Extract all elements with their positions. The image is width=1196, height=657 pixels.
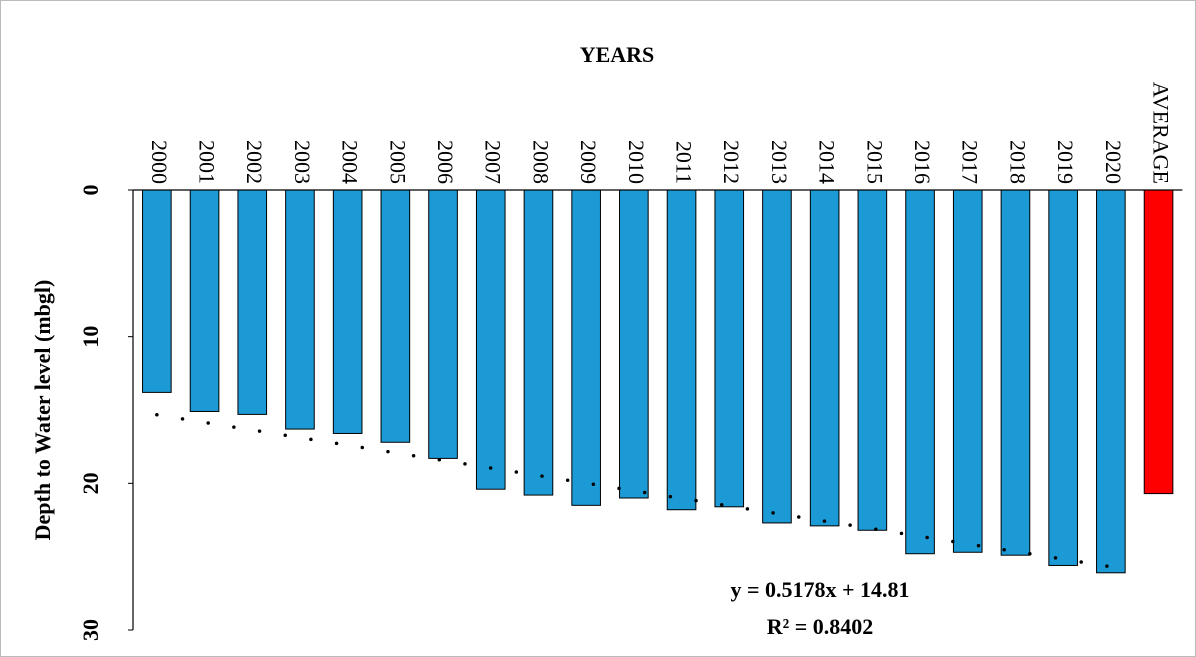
y-axis-title: Depth to Water level (mbgl) [30, 280, 55, 541]
bar [143, 190, 172, 392]
x-tick-label: 2003 [290, 140, 315, 184]
bar [667, 190, 696, 510]
y-tick-label: 20 [78, 472, 103, 494]
bar [286, 190, 315, 429]
bar [190, 190, 219, 411]
x-tick-label: 2001 [195, 140, 220, 184]
x-tick-label: 2016 [910, 140, 935, 184]
x-tick-label: 2018 [1005, 140, 1030, 184]
x-tick-label: 2004 [338, 140, 363, 184]
bar [429, 190, 458, 458]
bar [1144, 190, 1173, 494]
trend-equation: y = 0.5178x + 14.81 [730, 577, 909, 602]
x-tick-label: 2013 [767, 140, 792, 184]
x-tick-label: 2014 [815, 140, 840, 184]
bar [858, 190, 887, 530]
chart: YEARS Depth to Water level (mbgl) y = 0.… [0, 0, 1196, 657]
x-tick-label: 2012 [719, 140, 744, 184]
y-tick-label: 10 [78, 326, 103, 348]
bar [715, 190, 744, 507]
bar [1097, 190, 1126, 573]
x-tick-label: 2007 [481, 140, 506, 184]
bar [476, 190, 505, 489]
bar [953, 190, 982, 552]
x-tick-label: 2011 [672, 141, 697, 184]
x-tick-label: 2019 [1053, 140, 1078, 184]
x-tick-label: 2005 [385, 140, 410, 184]
bar [333, 190, 362, 433]
y-tick-label: 30 [78, 619, 103, 641]
x-tick-label: 2009 [576, 140, 601, 184]
x-tick-label: 2010 [624, 140, 649, 184]
bar [238, 190, 267, 414]
bar [572, 190, 601, 505]
bar [906, 190, 935, 554]
bar [763, 190, 792, 523]
bar [810, 190, 839, 526]
trend-r-squared: R² = 0.8402 [767, 614, 874, 639]
x-tick-label: 2020 [1101, 140, 1126, 184]
y-tick-label: 0 [78, 185, 103, 196]
bar [524, 190, 553, 495]
x-tick-label: 2002 [242, 140, 267, 184]
bar [1001, 190, 1030, 555]
bar [620, 190, 649, 498]
x-tick-label: 2008 [528, 140, 553, 184]
x-tick-label: 2000 [147, 140, 172, 184]
bar [381, 190, 410, 442]
chart-title: YEARS [580, 42, 655, 67]
x-tick-label: 2015 [862, 140, 887, 184]
x-tick-label: AVERAGE [1149, 82, 1174, 184]
bar [1049, 190, 1078, 565]
x-tick-label: 2017 [958, 140, 983, 184]
x-tick-label: 2006 [433, 140, 458, 184]
